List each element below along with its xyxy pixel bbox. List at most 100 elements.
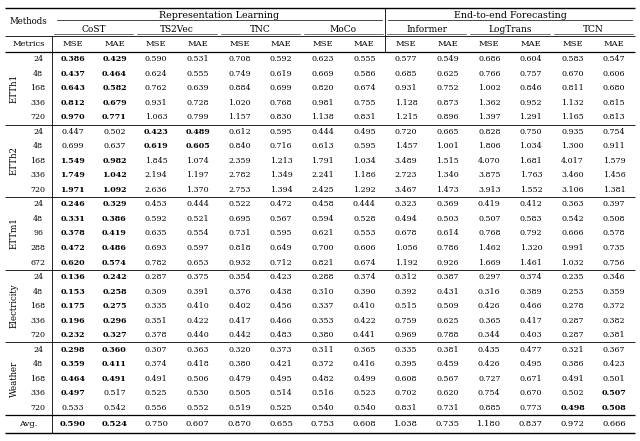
- Text: 0.287: 0.287: [561, 317, 584, 325]
- Text: 0.353: 0.353: [312, 317, 334, 325]
- Text: 0.242: 0.242: [102, 273, 127, 281]
- Text: 0.700: 0.700: [312, 244, 334, 252]
- Text: 0.502: 0.502: [103, 128, 125, 136]
- Text: TS2Vec: TS2Vec: [160, 25, 194, 34]
- Text: 0.275: 0.275: [102, 302, 127, 310]
- Text: 0.813: 0.813: [603, 113, 625, 121]
- Text: 0.403: 0.403: [520, 331, 542, 339]
- Text: 1.063: 1.063: [145, 113, 168, 121]
- Text: 0.528: 0.528: [353, 215, 376, 223]
- Text: 0.378: 0.378: [60, 229, 85, 238]
- Text: 4.017: 4.017: [561, 157, 584, 165]
- Text: 0.720: 0.720: [395, 128, 417, 136]
- Text: 0.374: 0.374: [520, 273, 542, 281]
- Text: 0.595: 0.595: [270, 229, 292, 238]
- Text: 0.608: 0.608: [395, 375, 417, 383]
- Text: 0.232: 0.232: [61, 331, 85, 339]
- Text: 48: 48: [33, 142, 43, 150]
- Text: 0.786: 0.786: [436, 244, 459, 252]
- Text: 0.316: 0.316: [478, 288, 500, 295]
- Text: 1.669: 1.669: [478, 258, 500, 266]
- Text: 0.828: 0.828: [478, 128, 500, 136]
- Text: 0.346: 0.346: [603, 273, 625, 281]
- Text: 0.153: 0.153: [60, 288, 85, 295]
- Text: 336: 336: [31, 317, 45, 325]
- Text: 0.422: 0.422: [353, 317, 376, 325]
- Text: 1.042: 1.042: [102, 172, 127, 179]
- Text: 1.034: 1.034: [520, 142, 542, 150]
- Text: 0.321: 0.321: [561, 346, 584, 354]
- Text: 0.911: 0.911: [603, 142, 625, 150]
- Text: 48: 48: [33, 360, 43, 368]
- Text: 3.460: 3.460: [561, 172, 584, 179]
- Text: 48: 48: [33, 70, 43, 78]
- Text: Methods: Methods: [10, 18, 47, 26]
- Text: 0.253: 0.253: [561, 288, 584, 295]
- Text: MAE: MAE: [104, 40, 125, 48]
- Text: 0.359: 0.359: [61, 360, 85, 368]
- Text: 0.670: 0.670: [520, 389, 542, 397]
- Text: 0.482: 0.482: [312, 375, 334, 383]
- Text: 0.363: 0.363: [186, 346, 209, 354]
- Text: 0.287: 0.287: [145, 273, 167, 281]
- Text: 1.165: 1.165: [561, 113, 584, 121]
- Text: 0.372: 0.372: [312, 360, 334, 368]
- Text: 0.410: 0.410: [353, 302, 376, 310]
- Text: MAE: MAE: [437, 40, 458, 48]
- Text: 48: 48: [33, 288, 43, 295]
- Text: Avg.: Avg.: [19, 420, 38, 428]
- Text: 0.597: 0.597: [186, 244, 209, 252]
- Text: 0.695: 0.695: [228, 215, 251, 223]
- Text: 0.417: 0.417: [520, 317, 542, 325]
- Text: 0.423: 0.423: [144, 128, 168, 136]
- Text: 288: 288: [31, 244, 45, 252]
- Text: 0.296: 0.296: [102, 317, 127, 325]
- Text: 1.971: 1.971: [61, 186, 85, 194]
- Text: 0.970: 0.970: [61, 113, 85, 121]
- Text: 0.489: 0.489: [186, 128, 210, 136]
- Text: 0.884: 0.884: [228, 84, 251, 92]
- Text: 0.702: 0.702: [395, 389, 417, 397]
- Text: 336: 336: [31, 389, 45, 397]
- Text: 0.426: 0.426: [478, 360, 500, 368]
- Text: 0.837: 0.837: [519, 420, 543, 428]
- Text: 1.845: 1.845: [145, 157, 168, 165]
- Text: 2.723: 2.723: [395, 172, 417, 179]
- Text: 0.423: 0.423: [269, 273, 292, 281]
- Text: 0.731: 0.731: [436, 404, 459, 412]
- Text: 0.444: 0.444: [311, 128, 334, 136]
- Text: Representation Learning: Representation Learning: [159, 11, 278, 19]
- Text: 0.310: 0.310: [312, 288, 334, 295]
- Text: 0.417: 0.417: [228, 317, 251, 325]
- Text: 0.755: 0.755: [353, 99, 376, 107]
- Text: 0.378: 0.378: [145, 331, 167, 339]
- Text: 1.128: 1.128: [395, 99, 417, 107]
- Text: 0.590: 0.590: [145, 55, 167, 63]
- Text: 0.444: 0.444: [353, 201, 376, 209]
- Text: 0.456: 0.456: [269, 302, 292, 310]
- Text: 0.419: 0.419: [478, 201, 500, 209]
- Text: 0.623: 0.623: [312, 55, 334, 63]
- Text: 0.390: 0.390: [353, 288, 376, 295]
- Text: 0.479: 0.479: [228, 375, 251, 383]
- Text: 0.679: 0.679: [102, 99, 127, 107]
- Text: 0.523: 0.523: [353, 389, 376, 397]
- Text: 0.708: 0.708: [228, 55, 251, 63]
- Text: 0.556: 0.556: [145, 404, 167, 412]
- Text: 0.547: 0.547: [603, 55, 625, 63]
- Text: 0.655: 0.655: [269, 420, 293, 428]
- Text: 0.752: 0.752: [436, 84, 459, 92]
- Text: 0.812: 0.812: [61, 99, 85, 107]
- Text: 0.495: 0.495: [269, 375, 292, 383]
- Text: 1.034: 1.034: [353, 157, 376, 165]
- Text: 0.507: 0.507: [478, 215, 500, 223]
- Text: CoST: CoST: [81, 25, 106, 34]
- Text: 0.335: 0.335: [145, 302, 167, 310]
- Text: MSE: MSE: [312, 40, 333, 48]
- Text: 0.637: 0.637: [103, 142, 125, 150]
- Text: 0.486: 0.486: [102, 244, 127, 252]
- Text: 1.370: 1.370: [186, 186, 209, 194]
- Text: 0.387: 0.387: [436, 273, 459, 281]
- Text: 720: 720: [31, 186, 45, 194]
- Text: 0.495: 0.495: [520, 360, 542, 368]
